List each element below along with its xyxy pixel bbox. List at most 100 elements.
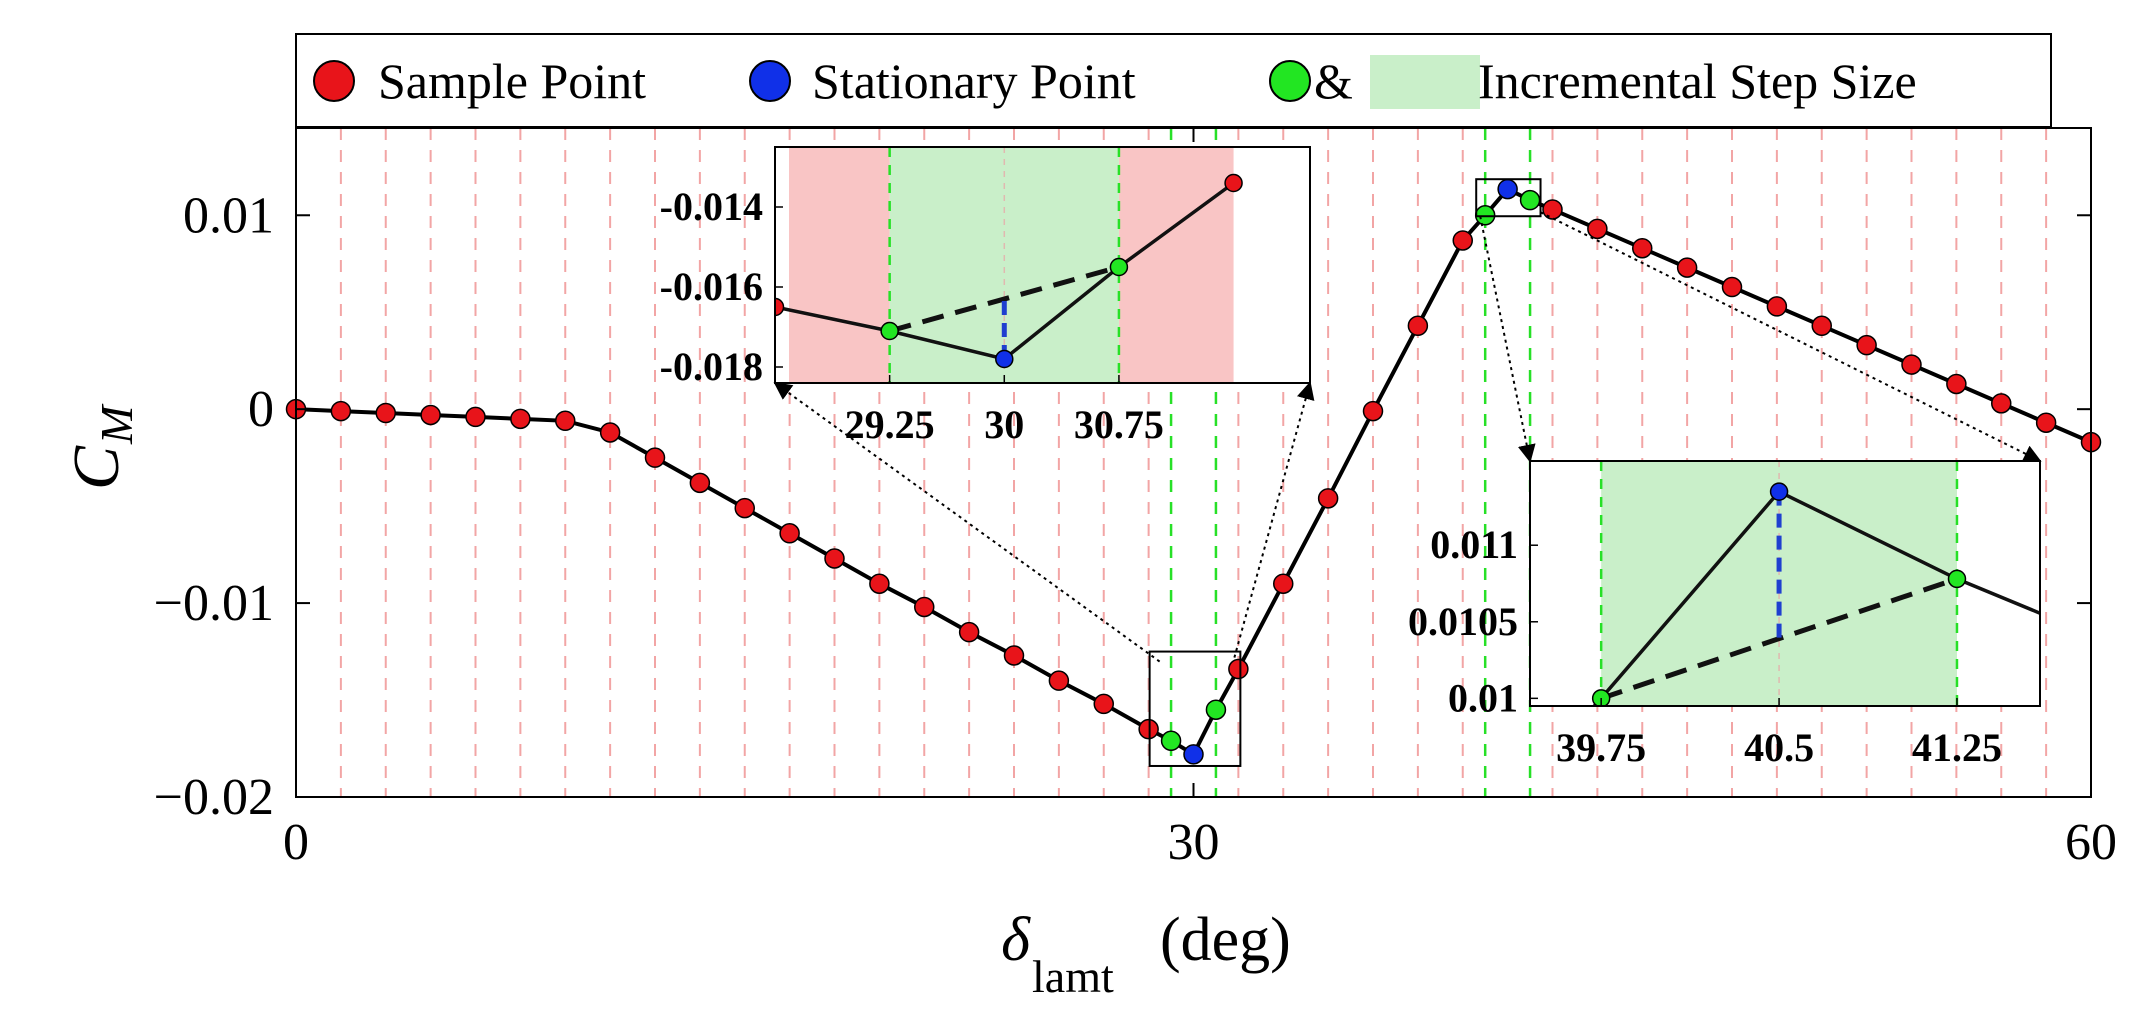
inset-y-tick-label: -0.018 <box>660 344 763 389</box>
sample-point <box>1766 296 1788 317</box>
inset-interp-line <box>1600 576 1958 701</box>
inset-y-tick-label: -0.016 <box>660 264 763 309</box>
x-tick-label: 0 <box>283 814 309 871</box>
sample-point <box>555 410 576 432</box>
inset-x-tick-label: 30.75 <box>1074 402 1164 447</box>
callout-line <box>773 381 1161 663</box>
inset-content <box>775 147 1243 383</box>
inset-sample-point <box>1224 173 1243 193</box>
step-point <box>1160 730 1182 752</box>
inset-x-tick-label: 41.25 <box>1912 725 2002 770</box>
sample-point <box>1452 230 1473 251</box>
legend-step-marker <box>1269 60 1311 102</box>
inset-stationary-point <box>1769 482 1789 501</box>
sample-point <box>779 523 800 544</box>
inset-step-point <box>880 321 899 341</box>
inset-step-point <box>1109 257 1129 277</box>
sample-point <box>914 596 935 618</box>
inset-x-tick-label: 30 <box>984 402 1024 447</box>
callout-line <box>1540 211 2042 462</box>
legend-stationary-marker <box>749 60 791 102</box>
sample-point <box>1317 488 1339 509</box>
stationary-point <box>1183 744 1204 765</box>
x-label-subscript: lamt <box>1032 951 1114 1002</box>
sample-point <box>1587 218 1608 240</box>
legend-stationary-label: Stationary Point <box>812 53 1136 109</box>
y-tick-label: 0 <box>248 381 274 438</box>
sample-point <box>1362 400 1384 422</box>
sample-point <box>1273 573 1294 594</box>
y-axis-label: C M <box>60 403 142 490</box>
sample-point <box>1721 276 1743 298</box>
sample-point <box>1093 693 1114 715</box>
sample-point <box>1228 658 1249 680</box>
y-tick-label: 0.01 <box>183 187 274 244</box>
inset-y-tick-label: -0.014 <box>660 184 763 229</box>
sample-point <box>1991 393 2012 414</box>
inset-x-tick-label: 29.25 <box>845 402 935 447</box>
inset-frame <box>1529 460 2041 707</box>
y-tick-label: −0.01 <box>154 575 274 632</box>
inset-content <box>1591 461 2040 706</box>
legend-sample-label: Sample Point <box>378 53 646 109</box>
step-point <box>1205 699 1227 720</box>
legend-step-swatch <box>1370 55 1480 109</box>
inset-interp-line <box>888 264 1120 334</box>
sample-point <box>734 497 755 519</box>
inset-y-tick-label: 0.011 <box>1430 522 1518 567</box>
y-label-symbol: C <box>60 445 133 490</box>
inset-frame <box>774 146 1311 384</box>
inset-left: 29.25 30 30.75 -0.014 -0.016 -0.018 <box>660 146 1311 447</box>
inset-stationary-point <box>995 349 1014 369</box>
y-tick-label: −0.02 <box>154 769 274 826</box>
sample-point <box>1632 237 1653 259</box>
axis-ticks: 0 30 60 −0.02 −0.01 0 0.01 <box>154 128 2117 871</box>
sample-point <box>644 447 666 468</box>
x-label-symbol: δ <box>1001 906 1031 974</box>
legend-box <box>295 33 2052 128</box>
inset-y-tick-label: 0.01 <box>1448 675 1518 720</box>
inset-sample-point <box>775 297 785 317</box>
step-point <box>1519 189 1541 211</box>
legend-amp: & <box>1314 53 1353 109</box>
stationary-point <box>1497 178 1518 200</box>
sample-point <box>599 422 621 443</box>
sample-point <box>1856 334 1877 356</box>
sample-point <box>869 573 890 594</box>
points-layer <box>285 178 2102 765</box>
sample-point <box>465 406 486 428</box>
sample-point <box>1003 645 1025 666</box>
sample-point <box>958 621 980 643</box>
sample-point <box>1542 199 1563 220</box>
zoom-box-left <box>1148 650 1242 767</box>
y-label-subscript: M <box>91 403 142 445</box>
sample-point <box>1407 315 1429 337</box>
sample-point <box>375 402 396 424</box>
inset-step-point <box>1947 569 1967 589</box>
x-tick-label: 30 <box>1168 814 1220 871</box>
sample-point <box>1946 373 1967 395</box>
sample-point <box>689 472 711 494</box>
legend-sample-marker <box>313 60 355 102</box>
inset-x-tick-label: 40.5 <box>1744 725 1814 770</box>
inset-right: 39.75 40.5 41.25 0.011 0.0105 0.01 <box>1408 460 2041 770</box>
callout-line <box>1233 381 1315 658</box>
legend-step-label: Incremental Step Size <box>1478 53 1917 109</box>
sample-point <box>2035 412 2057 433</box>
x-label-unit: (deg) <box>1160 906 1291 974</box>
inset-inactive-region <box>1118 147 1234 383</box>
sample-point <box>1048 670 1070 691</box>
zoom-marks <box>773 178 2042 767</box>
sample-point <box>1811 315 1832 337</box>
sample-point <box>1901 354 1922 375</box>
sample-point <box>420 404 441 426</box>
x-axis-label: δ lamt (deg) <box>1001 906 1291 1002</box>
legend: Sample Point Stationary Point & Incremen… <box>295 33 2052 128</box>
sample-point <box>824 548 845 569</box>
inset-inactive-region <box>789 147 890 383</box>
inset-step-point <box>1591 689 1611 706</box>
inset-y-tick-label: 0.0105 <box>1408 599 1518 644</box>
sample-point <box>510 408 531 430</box>
inset-x-tick-label: 39.75 <box>1556 725 1646 770</box>
